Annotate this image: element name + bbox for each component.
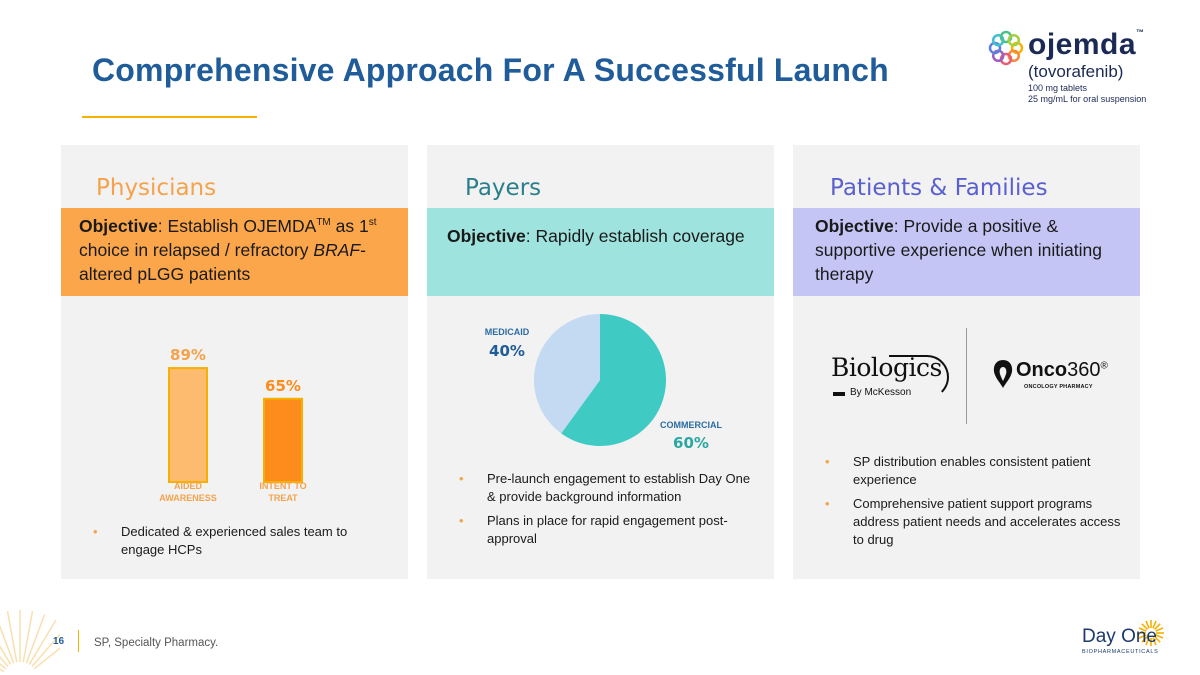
payers-bullet: Plans in place for rapid engagement post… (459, 512, 759, 548)
pie-category-label: MEDICAID (485, 327, 530, 337)
flower-logo-icon (988, 30, 1024, 66)
patients-bullet: SP distribution enables consistent patie… (825, 453, 1125, 489)
brand-name: ojemda™ (1028, 28, 1145, 61)
bar-value-label: 65% (265, 377, 301, 395)
onco360-mark-icon (993, 360, 1013, 388)
sun-ray (1152, 637, 1157, 646)
physicians-panel: Physicians Objective: Establish OJEMDATM… (61, 145, 408, 579)
brand-generic-name: (tovorafenib) (1028, 62, 1124, 81)
bar-category-label: TREAT (268, 493, 298, 503)
onco360-subtitle: ONCOLOGY PHARMACY (1024, 384, 1093, 390)
physicians-heading: Physicians (96, 175, 217, 201)
footer-divider (78, 630, 79, 652)
bar-category-label: AWARENESS (159, 493, 217, 503)
deco-ray (0, 624, 15, 664)
sun-ray (1155, 634, 1164, 639)
biologics-by: By McKesson (850, 387, 912, 398)
sun-ray (1138, 634, 1147, 639)
flower-petal (1007, 33, 1021, 47)
bar (263, 397, 303, 483)
physician-survey-bar-chart: 89% AIDED AWARENESS 65% INTENT TO TREAT (159, 346, 306, 503)
bar-value-label: 89% (170, 346, 206, 364)
physicians-bullet: Dedicated & experienced sales team to en… (93, 523, 393, 559)
title-underline (82, 116, 257, 118)
decorative-sunburst-icon (0, 610, 60, 673)
pie-slice (534, 314, 600, 434)
bar (168, 367, 208, 483)
biologics-name: Biologics (831, 353, 942, 382)
sun-ray (1145, 620, 1150, 629)
sun-ray (1155, 627, 1164, 632)
sun-ray (1141, 635, 1149, 643)
deco-ray (22, 610, 34, 663)
physicians-objective: Objective: Establish OJEMDATM as 1st cho… (61, 208, 408, 296)
day-one-logo: Day One BIOPHARMACEUTICALS (1070, 618, 1170, 663)
deco-ray (31, 633, 60, 667)
page-number: 16 (53, 636, 65, 647)
deco-ray (0, 656, 9, 667)
biologics-arc (889, 355, 949, 399)
deco-ray (0, 645, 12, 665)
sun-icon (1138, 620, 1164, 646)
footnote: SP, Specialty Pharmacy. (94, 637, 219, 649)
payer-mix-pie-chart: COMMERCIAL 60% MEDICAID 40% (485, 314, 722, 452)
company-name: Day One (1082, 626, 1157, 647)
brand-dose-suspension: 25 mg/mL for oral suspension (1028, 94, 1147, 104)
pie-value-label: 40% (489, 342, 525, 360)
patients-panel: Patients & Families Objective: Provide a… (793, 145, 1140, 579)
bar-category-label: INTENT TO (259, 481, 306, 491)
deco-ray (25, 614, 46, 664)
patients-objective: Objective: Provide a positive & supporti… (793, 208, 1140, 296)
deco-ray (33, 647, 60, 670)
payers-panel: Payers Objective: Rapidly establish cove… (427, 145, 774, 579)
sun-ray (1153, 635, 1161, 643)
pie-slice (561, 314, 666, 446)
biologics-logo: Biologics By McKesson (831, 353, 956, 413)
payers-bullets: Pre-launch engagement to establish Day O… (459, 470, 759, 554)
pie-category-label: COMMERCIAL (660, 420, 722, 430)
sun-ray (1138, 627, 1147, 632)
ojemda-logo: ojemda™ (tovorafenib) 100 mg tablets 25 … (988, 28, 1168, 110)
company-subtitle: BIOPHARMACEUTICALS (1082, 649, 1159, 655)
sun-ray (1145, 637, 1150, 646)
slide-title: Comprehensive Approach For A Successful … (92, 52, 889, 88)
payers-bullet: Pre-launch engagement to establish Day O… (459, 470, 759, 506)
onco360-name: Onco360® (1016, 359, 1108, 381)
bar-category-label: AIDED (174, 481, 203, 491)
sun-ray (1141, 623, 1149, 631)
logo-divider (966, 328, 967, 424)
pie-value-label: 60% (673, 434, 709, 452)
patients-heading: Patients & Families (830, 175, 1048, 201)
patients-bullets: SP distribution enables consistent patie… (825, 453, 1125, 555)
payers-objective: Objective: Rapidly establish coverage (427, 208, 774, 296)
deco-ray (6, 610, 18, 663)
sun-ray (1153, 623, 1161, 631)
payers-heading: Payers (465, 175, 542, 201)
mckesson-dash-icon (833, 392, 845, 396)
physicians-bullets: Dedicated & experienced sales team to en… (93, 523, 393, 565)
patients-bullet: Comprehensive patient support programs a… (825, 495, 1125, 549)
brand-dose-tablets: 100 mg tablets (1028, 83, 1088, 93)
sun-ray (1152, 620, 1157, 629)
onco360-logo: Onco360® ONCOLOGY PHARMACY (990, 357, 1115, 397)
deco-ray (28, 619, 57, 665)
